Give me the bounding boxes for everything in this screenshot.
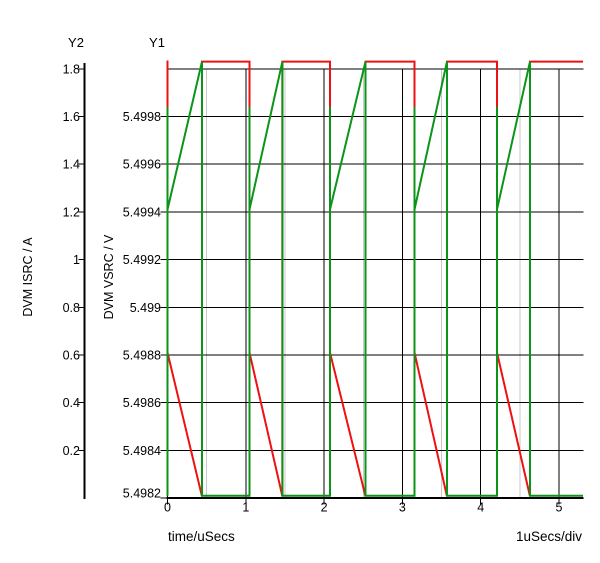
y1-tick-label: 5.4984 xyxy=(123,444,161,458)
y2-tick-label: 1.6 xyxy=(63,110,80,124)
y1-tick-label: 5.4982 xyxy=(123,487,161,501)
y2-tick-label: 1.8 xyxy=(63,62,80,76)
grid-major-lines xyxy=(167,68,584,499)
x-tick-label: 3 xyxy=(399,501,406,515)
y1-axis-unit-label: DVM VSRC / V xyxy=(102,234,116,319)
y1-tick-label: 5.4994 xyxy=(123,205,161,219)
y2-tick-label: 0.6 xyxy=(63,349,80,363)
y2-axis-title: Y2 xyxy=(68,35,84,50)
y1-tick-label: 5.4998 xyxy=(123,110,161,124)
y1-tick-label: 5.4988 xyxy=(123,349,161,363)
x-axis-per-div-label: 1uSecs/div xyxy=(516,529,582,544)
y1-tick-label: 5.499 xyxy=(130,301,161,315)
y2-tick-label: 1.4 xyxy=(63,158,80,172)
axis-tick-labels: 0 1 2 3 4 5 1.8 1.6 1.4 1.2 1 0.8 0.6 0.4 0.2 5.4998 5.4… xyxy=(63,62,563,514)
x-tick-label: 4 xyxy=(477,501,484,515)
grid-minor-lines xyxy=(206,68,521,499)
y2-tick-label: 0.2 xyxy=(63,444,80,458)
x-tick-label: 5 xyxy=(556,501,563,515)
y2-axis-unit-label: DVM ISRC / A xyxy=(21,237,35,317)
y2-tick-label: 1.2 xyxy=(63,205,80,219)
trace-dvm-vsrc xyxy=(166,61,583,497)
waveform-traces xyxy=(166,60,583,497)
x-tick-label: 2 xyxy=(321,501,328,515)
x-tick-label: 1 xyxy=(242,501,249,515)
y1-tick-label: 5.4992 xyxy=(123,253,161,267)
y1-tick-label: 5.4996 xyxy=(123,158,161,172)
y2-tick-label: 1 xyxy=(73,253,80,267)
axis-lines xyxy=(83,63,584,500)
axis-tick-marks xyxy=(78,68,560,505)
y2-tick-label: 0.8 xyxy=(63,301,80,315)
x-axis-label: time/uSecs xyxy=(168,529,235,544)
y1-axis-title: Y1 xyxy=(149,35,165,50)
trace-dvm-isrc xyxy=(166,60,583,497)
x-tick-label: 0 xyxy=(164,501,171,515)
y1-tick-label: 5.4986 xyxy=(123,396,161,410)
y2-tick-label: 0.4 xyxy=(63,396,80,410)
